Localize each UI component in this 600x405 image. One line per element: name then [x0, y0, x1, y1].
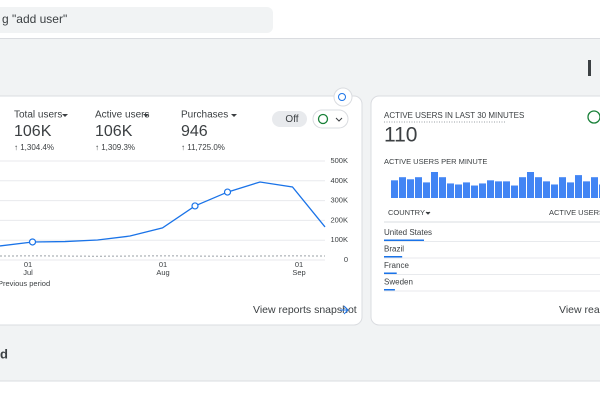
metric-change: ↑ 11,725.0% — [181, 143, 225, 152]
bar — [455, 184, 462, 198]
bar — [527, 172, 534, 198]
y-tick-label: 500K — [330, 156, 348, 165]
bar — [439, 177, 446, 198]
y-tick-label: 0 — [344, 255, 348, 264]
bar — [559, 177, 566, 198]
bar — [407, 179, 414, 198]
bar — [583, 181, 590, 198]
bar — [447, 183, 454, 198]
country-name: Brazil — [384, 245, 404, 254]
bar — [503, 181, 510, 198]
metric-change: ↑ 1,309.3% — [95, 143, 135, 152]
bar — [431, 172, 438, 198]
bar — [471, 186, 478, 198]
table-header: COUNTRY — [388, 208, 425, 217]
metric-value: 946 — [181, 123, 208, 140]
y-tick-label: 100K — [330, 235, 348, 244]
bar — [391, 180, 398, 198]
bar — [423, 182, 430, 198]
bar — [543, 181, 550, 198]
country-name: France — [384, 261, 409, 270]
search-placeholder: g "add user" — [2, 12, 67, 26]
bar — [567, 182, 574, 198]
bar — [495, 181, 502, 198]
x-tick-label: Sep — [292, 268, 305, 277]
bar — [399, 177, 406, 198]
realtime-value: 110 — [384, 124, 417, 147]
country-name: Sweden — [384, 278, 413, 287]
y-tick-label: 400K — [330, 176, 348, 185]
metric-label: Purchases — [181, 110, 228, 121]
metric-value: 106K — [95, 123, 133, 140]
point-marker — [225, 189, 231, 195]
link[interactable]: View realti — [559, 304, 600, 316]
point-marker — [192, 203, 198, 209]
x-tick-label: Jul — [23, 268, 33, 277]
legend-label: Previous period — [0, 279, 50, 288]
section-title: d — [0, 346, 8, 361]
country-name: United States — [384, 228, 432, 237]
bar — [535, 177, 542, 198]
y-tick-label: 300K — [330, 196, 348, 205]
metric-label: Active users — [95, 110, 149, 121]
bar — [415, 177, 422, 198]
bar — [463, 182, 470, 198]
realtime-title: ACTIVE USERS IN LAST 30 MINUTES — [384, 111, 524, 120]
y-tick-label: 200K — [330, 215, 348, 224]
insight-button[interactable] — [334, 88, 352, 106]
bar — [487, 180, 494, 198]
table-header: ACTIVE USERS — [549, 208, 600, 217]
metric-change: ↑ 1,304.4% — [14, 143, 54, 152]
x-tick-label: Aug — [156, 268, 169, 277]
point-marker — [30, 239, 36, 245]
metric-value: 106K — [14, 123, 52, 140]
next-card — [0, 381, 600, 400]
bar — [511, 186, 518, 198]
bar — [479, 183, 486, 198]
toggle-label: Off — [285, 114, 298, 125]
bar — [519, 177, 526, 198]
bar — [575, 175, 582, 198]
bar — [591, 177, 598, 198]
metric-label: Total users — [14, 110, 62, 121]
bar — [551, 184, 558, 198]
icon[interactable] — [588, 60, 591, 76]
per-minute-title: ACTIVE USERS PER MINUTE — [384, 157, 487, 166]
